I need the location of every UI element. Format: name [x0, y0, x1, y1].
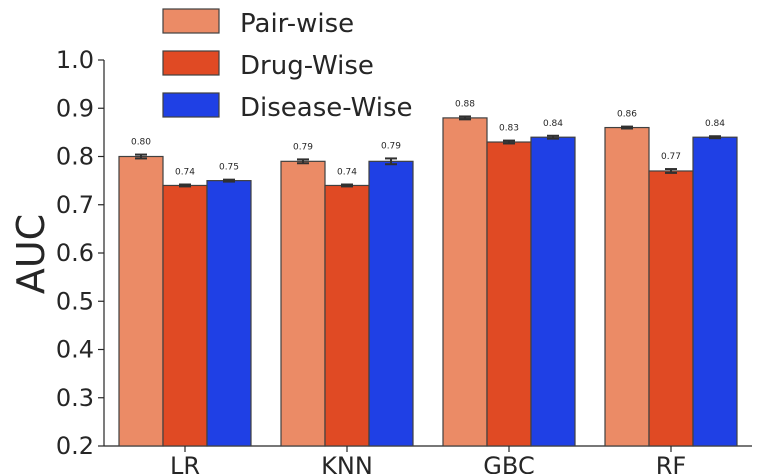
y-tick-label: 0.9 — [56, 94, 94, 122]
legend: Pair-wise Drug-Wise Disease-Wise — [162, 8, 413, 123]
data-label: 0.86 — [617, 110, 637, 120]
data-label: 0.79 — [381, 141, 401, 151]
y-tick-label: 0.3 — [56, 384, 94, 412]
bar — [206, 180, 252, 447]
data-label: 0.80 — [131, 138, 151, 148]
bar — [530, 136, 576, 447]
x-tick-label: KNN — [321, 452, 373, 474]
legend-label: Pair-wise — [240, 9, 354, 39]
y-axis-label-group: AUC — [9, 214, 53, 294]
y-tick-label: 1.0 — [56, 46, 94, 74]
x-ticks: LR KNN GBC RF — [170, 446, 686, 474]
bar — [604, 126, 650, 447]
y-tick-label: 0.7 — [56, 191, 94, 219]
bar — [648, 170, 694, 447]
y-axis-label: AUC — [9, 214, 53, 294]
legend-label: Drug-Wise — [240, 51, 374, 81]
data-label: 0.83 — [499, 124, 519, 134]
legend-swatch — [162, 50, 220, 76]
bars — [118, 117, 738, 447]
legend-swatch — [162, 92, 220, 118]
error-bars — [135, 115, 721, 188]
y-tick-label: 0.6 — [56, 239, 94, 267]
data-label: 0.84 — [705, 119, 725, 129]
bar — [118, 155, 164, 447]
y-ticks: 0.2 0.3 0.4 0.5 0.6 0.7 0.8 0.9 1.0 — [56, 46, 104, 460]
legend-label: Disease-Wise — [240, 93, 413, 123]
bar — [324, 184, 370, 447]
bar — [442, 117, 488, 447]
x-tick-label: LR — [170, 452, 200, 474]
bar — [280, 160, 326, 447]
y-tick-label: 0.5 — [56, 287, 94, 315]
bar — [486, 141, 532, 447]
bar — [162, 184, 208, 447]
data-label: 0.77 — [661, 152, 681, 162]
bar — [368, 160, 414, 447]
legend-swatch — [162, 8, 220, 34]
bar — [692, 136, 738, 447]
data-label: 0.88 — [455, 99, 475, 109]
data-labels: 0.80 0.74 0.75 0.79 0.74 0.79 0.88 0.83 0.84 0.86… — [131, 99, 725, 177]
data-label: 0.79 — [293, 142, 313, 152]
data-label: 0.74 — [175, 167, 195, 177]
x-tick-label: GBC — [483, 452, 534, 474]
y-tick-label: 0.8 — [56, 143, 94, 171]
data-label: 0.75 — [219, 163, 239, 173]
y-tick-label: 0.4 — [56, 336, 94, 364]
x-tick-label: RF — [656, 452, 686, 474]
data-label: 0.84 — [543, 119, 563, 129]
y-tick-label: 0.2 — [56, 432, 94, 460]
data-label: 0.74 — [337, 167, 357, 177]
